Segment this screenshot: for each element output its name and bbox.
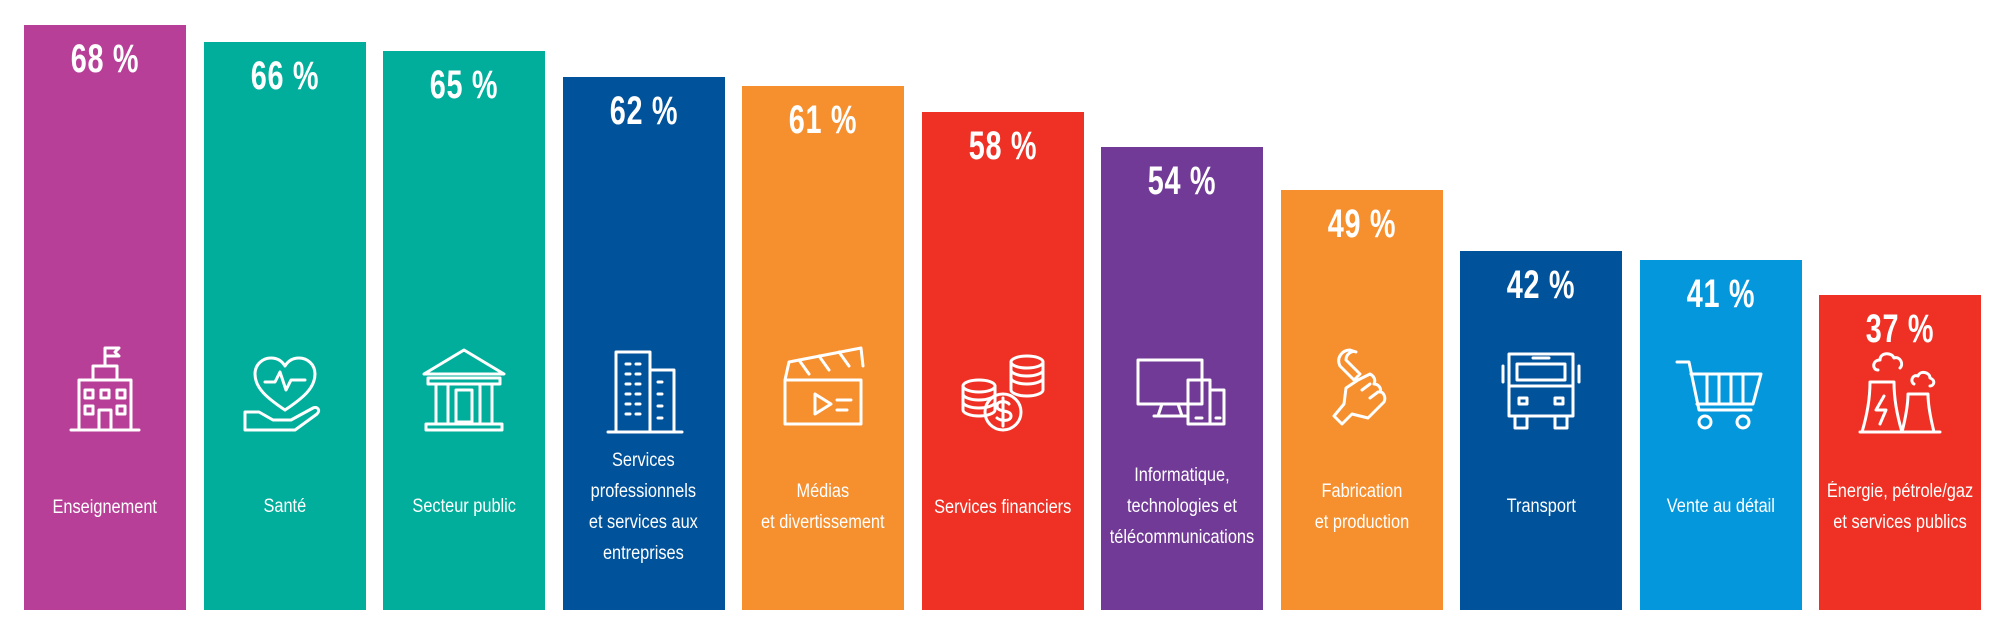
- heart-hand-icon: [237, 340, 333, 436]
- bar-category-label: Enseignement: [18, 446, 192, 568]
- category-text: Médias et divertissement: [761, 480, 885, 533]
- bar-value-label: 54 %: [1147, 158, 1217, 203]
- bar-1: 68 % Enseignement: [24, 25, 186, 610]
- bar-8: 49 % Fabrication et production: [1280, 190, 1443, 610]
- bar-10: 41 % Vente au détail: [1639, 259, 1802, 610]
- bar-category-label: Énergie, pétrole/gaz et services publics: [1813, 446, 1987, 568]
- office-tower-icon: [596, 340, 692, 436]
- shopping-cart-icon: [1673, 340, 1769, 436]
- category-text: Enseignement: [52, 496, 158, 518]
- category-text: Transport: [1506, 496, 1576, 518]
- bar-value-label: 66 %: [250, 54, 319, 99]
- coins-icon: [955, 340, 1051, 436]
- category-text: Services financiers: [933, 496, 1072, 518]
- bar-6: 58 % Services financiers: [921, 112, 1084, 610]
- bar-category-label: Transport: [1454, 446, 1628, 568]
- bar-5: 61 % Médias et divertissement: [742, 85, 904, 610]
- bus-icon: [1493, 340, 1589, 436]
- bar-value-label: 61 %: [788, 97, 858, 142]
- bar-category-label: Vente au détail: [1634, 446, 1808, 568]
- bar-value-label: 68 %: [70, 37, 140, 81]
- bar-value-label: 62 %: [609, 89, 678, 134]
- bar-value-label: 49 %: [1327, 202, 1396, 247]
- category-text: Fabrication et production: [1314, 480, 1409, 533]
- bar-3: 65 % Secteur public: [383, 51, 545, 610]
- public-building-icon: [416, 340, 512, 436]
- category-text: Vente au détail: [1666, 496, 1775, 518]
- bar-value-label: 37 %: [1865, 306, 1935, 351]
- wrench-fist-icon: [1314, 340, 1410, 436]
- bar-9: 42 % Transport: [1460, 251, 1622, 610]
- power-plant-icon: [1852, 340, 1948, 436]
- bar-category-label: Services professionnels et services aux …: [557, 446, 731, 568]
- bar-2: 66 % Santé: [203, 42, 366, 610]
- bar-4: 62 % Services professionnels et services …: [562, 77, 725, 610]
- bar-value-label: 42 %: [1506, 263, 1576, 308]
- bar-category-label: Informatique, technologies et télécommun…: [1095, 446, 1269, 568]
- bar-category-label: Médias et divertissement: [736, 446, 910, 568]
- bar-value-label: 58 %: [968, 124, 1037, 168]
- bar-category-label: Santé: [198, 446, 372, 568]
- category-text: Secteur public: [412, 496, 516, 518]
- category-text: Énergie, pétrole/gaz et services publics: [1826, 480, 1974, 533]
- category-text: Santé: [263, 496, 306, 518]
- clapperboard-icon: [775, 340, 871, 436]
- category-text: Informatique, technologies et télécommun…: [1109, 465, 1255, 549]
- school-building-icon: [57, 340, 153, 436]
- bar-category-label: Services financiers: [916, 446, 1090, 568]
- bar-11: 37 % Énergie, pétrole/gaz et services pub…: [1819, 294, 1981, 610]
- bar-value-label: 65 %: [429, 63, 499, 108]
- bar-value-label: 41 %: [1686, 271, 1755, 316]
- bar-7: 54 % Informatique, technologies et téléco…: [1101, 146, 1263, 610]
- devices-icon: [1134, 340, 1230, 436]
- bar-category-label: Secteur public: [377, 446, 551, 568]
- category-text: Services professionnels et services aux …: [588, 449, 698, 564]
- bar-category-label: Fabrication et production: [1275, 446, 1449, 568]
